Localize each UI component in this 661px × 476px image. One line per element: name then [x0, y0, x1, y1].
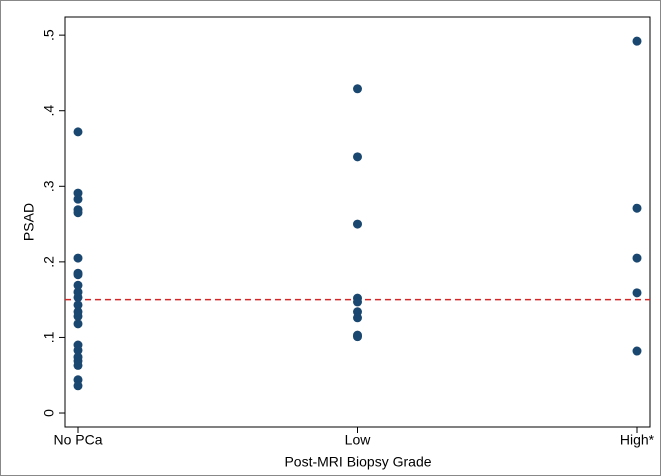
point [73, 360, 83, 370]
y-tick-label: .3 [41, 180, 57, 192]
point [73, 208, 83, 218]
point [353, 297, 362, 307]
point [73, 194, 83, 204]
point [73, 311, 83, 321]
point [353, 332, 362, 342]
point [353, 219, 362, 229]
x-tick-label: Low [345, 432, 372, 448]
point [73, 300, 83, 310]
point [73, 270, 83, 280]
point [632, 203, 642, 213]
y-tick-label: .4 [41, 105, 57, 117]
point [353, 313, 362, 323]
x-tick-label: No PCa [53, 432, 102, 448]
point [73, 253, 83, 263]
point [73, 319, 83, 329]
y-axis-title: PSAD [21, 203, 37, 241]
point [73, 292, 83, 302]
point [353, 84, 362, 94]
y-tick-label: .5 [41, 29, 57, 41]
y-tick-label: 0 [41, 409, 57, 417]
point [632, 346, 642, 356]
point [73, 345, 83, 355]
y-tick-label: .1 [41, 331, 57, 343]
point [353, 152, 362, 162]
point [73, 381, 83, 391]
point [73, 280, 83, 290]
point [632, 36, 642, 46]
point [632, 288, 642, 298]
point [73, 127, 83, 137]
y-tick-label: .2 [41, 256, 57, 268]
x-tick-label: High* [620, 432, 655, 448]
point [632, 253, 642, 263]
x-axis-title: Post-MRI Biopsy Grade [284, 454, 431, 470]
